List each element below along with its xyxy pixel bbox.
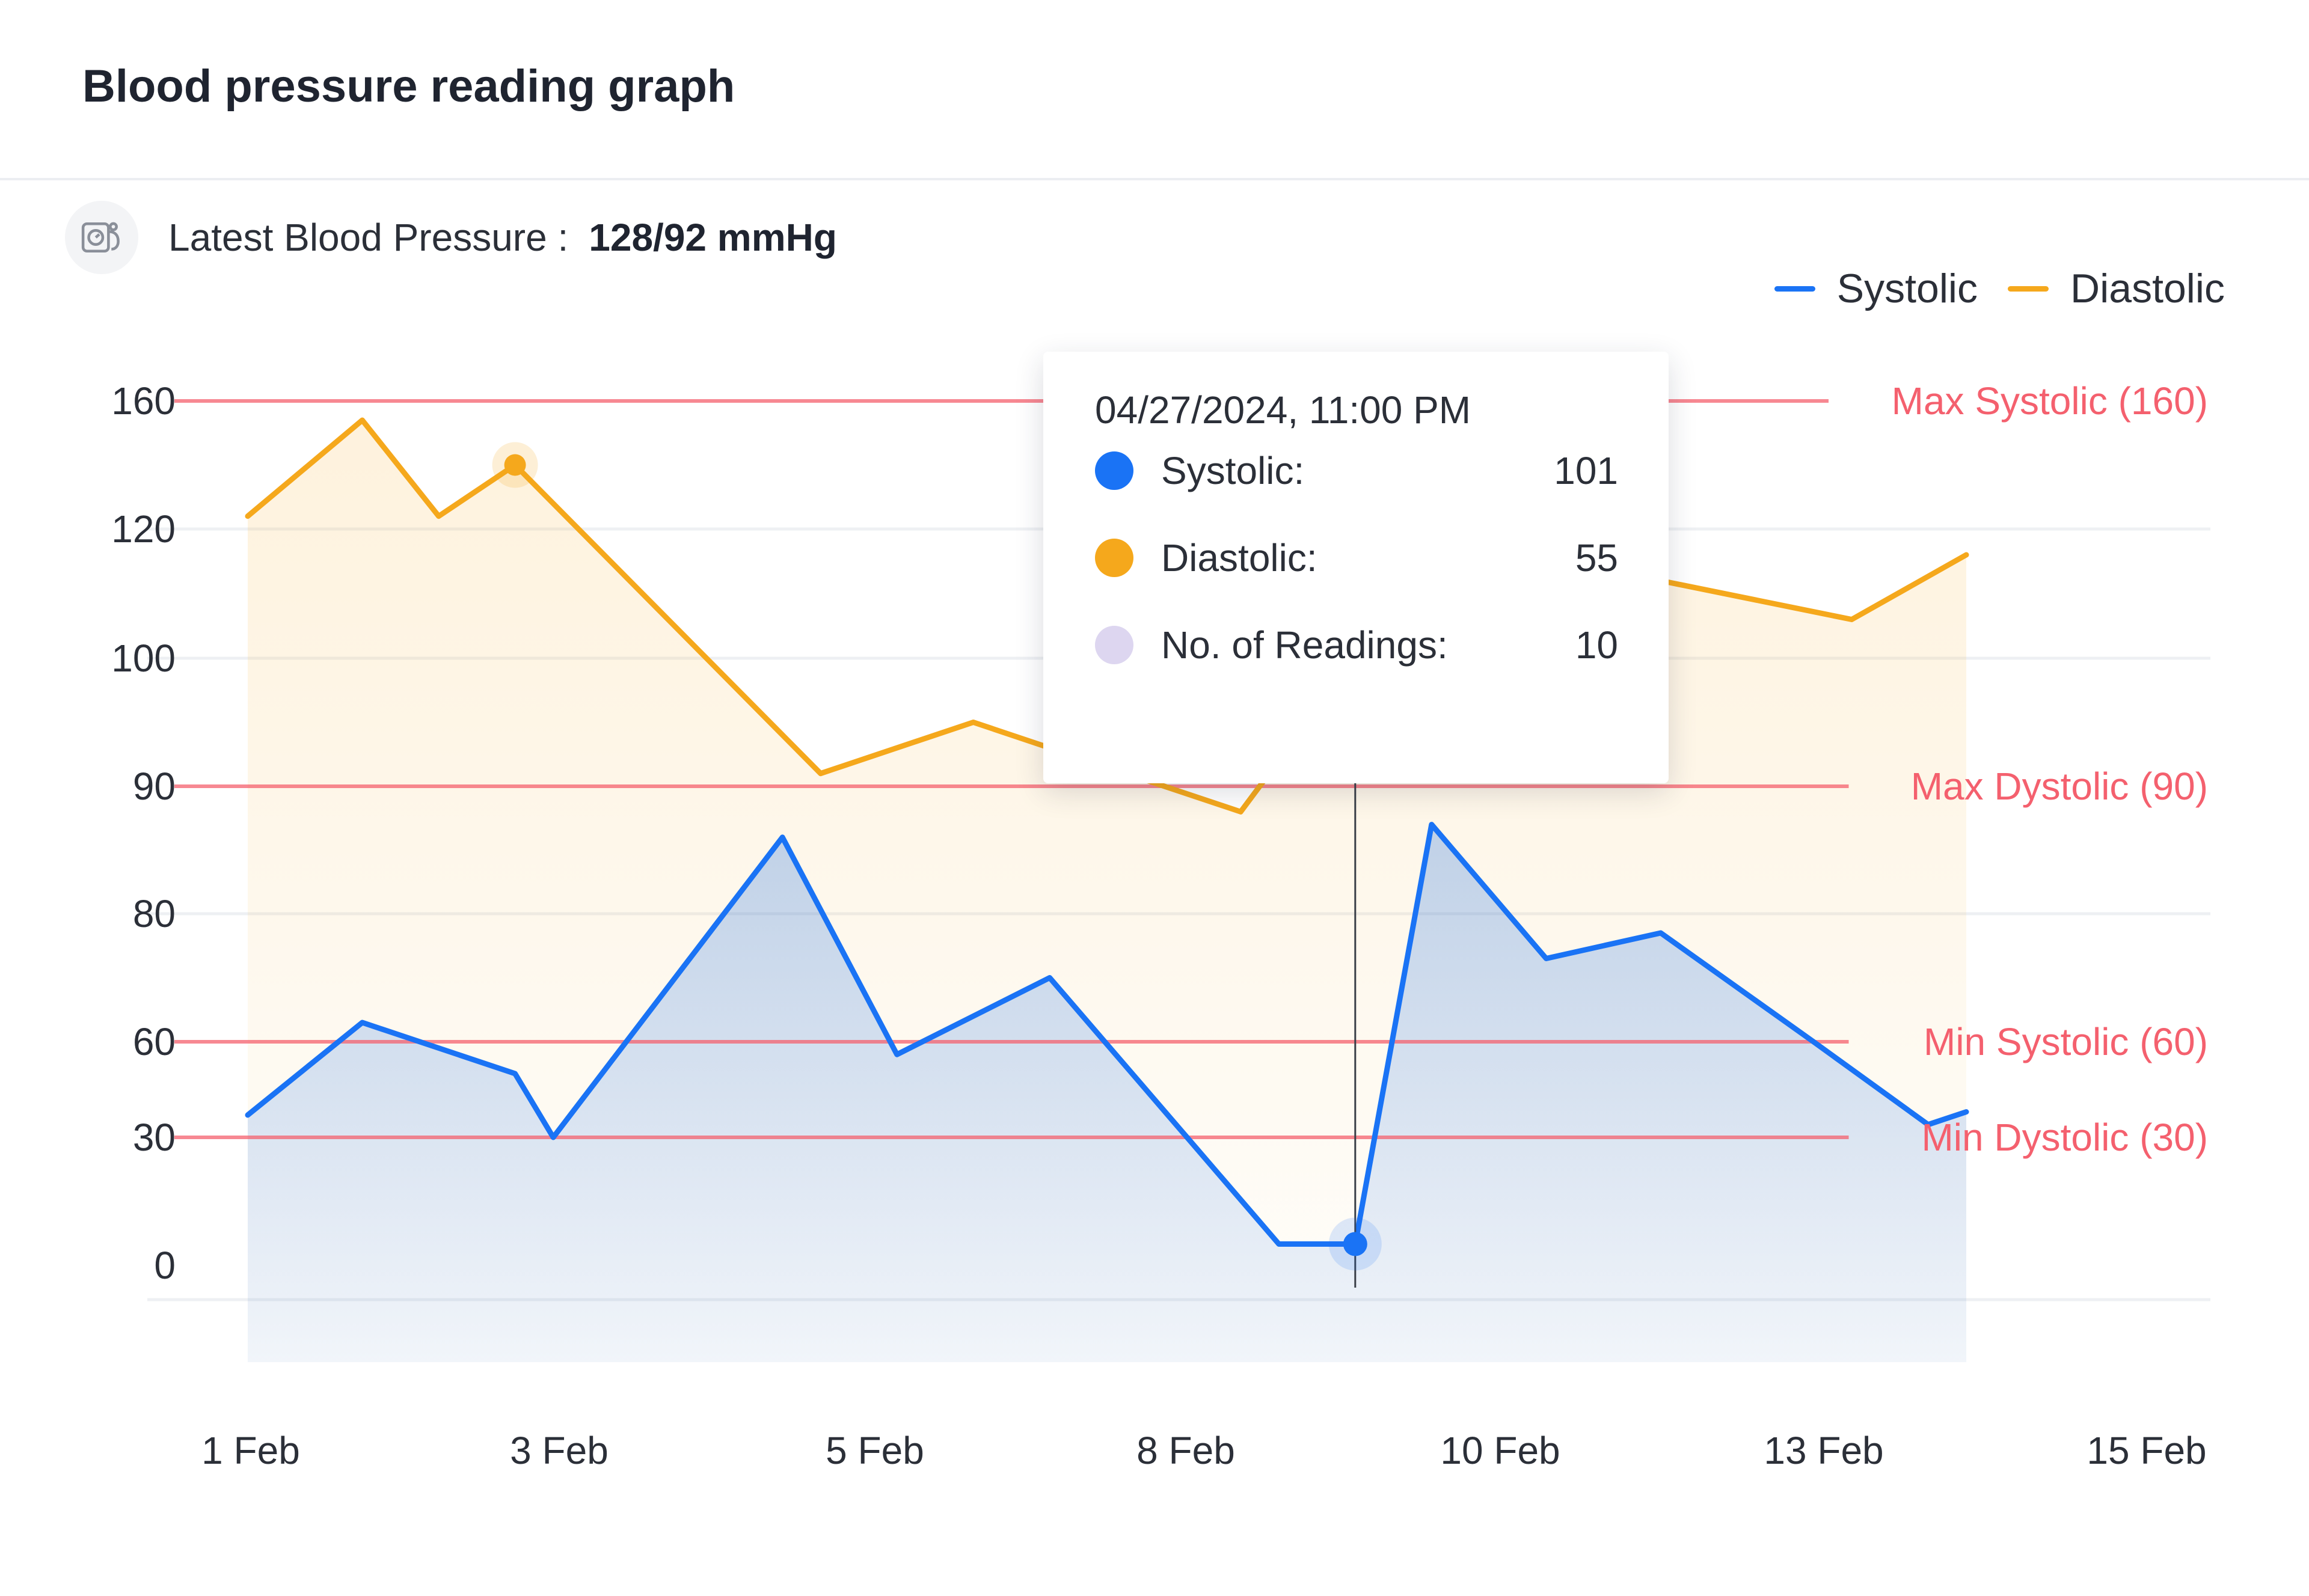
tooltip-value-diastolic: 55 <box>1575 536 1618 579</box>
tooltip-dot-systolic <box>1095 451 1133 490</box>
y-tick-label: 30 <box>133 1116 176 1159</box>
tooltip: 04/27/2024, 11:00 PM Systolic: 101 Diast… <box>1043 352 1669 783</box>
y-tick-label: 60 <box>133 1020 176 1063</box>
legend-item-systolic[interactable]: Systolic <box>1774 265 1978 312</box>
legend: Systolic Diastolic <box>1744 264 2225 313</box>
y-tick-label: 0 <box>154 1244 176 1287</box>
legend-swatch-systolic <box>1774 286 1815 292</box>
x-tick-label: 1 Feb <box>201 1429 300 1472</box>
x-tick-label: 13 Feb <box>1764 1429 1883 1472</box>
legend-label-diastolic: Diastolic <box>2070 266 2225 311</box>
y-tick-label: 160 <box>111 379 176 423</box>
tooltip-label-readings: No. of Readings: <box>1161 623 1448 667</box>
y-tick-label: 90 <box>133 765 176 808</box>
x-tick-label: 3 Feb <box>510 1429 609 1472</box>
reference-label-min-dystolic-30: Min Dystolic (30) <box>1921 1116 2208 1159</box>
reference-label-max-dystolic-90: Max Dystolic (90) <box>1911 765 2208 808</box>
tooltip-row-systolic: Systolic: 101 <box>1095 447 1618 495</box>
tooltip-row-diastolic: Diastolic: 55 <box>1095 534 1618 582</box>
x-tick-label: 8 Feb <box>1136 1429 1235 1472</box>
legend-swatch-diastolic <box>2008 286 2049 292</box>
tooltip-label-diastolic: Diastolic: <box>1161 536 1317 579</box>
latest-label: Latest Blood Pressure : <box>168 216 569 259</box>
diastolic-marker[interactable] <box>504 454 526 476</box>
reference-label-max-systolic-160: Max Systolic (160) <box>1892 379 2208 423</box>
reference-label-min-systolic-60: Min Systolic (60) <box>1924 1020 2208 1063</box>
header: Blood pressure reading graph <box>0 0 2309 180</box>
blood-pressure-monitor-icon <box>65 201 138 274</box>
tooltip-date: 04/27/2024, 11:00 PM <box>1095 388 1471 432</box>
series-line-systolic[interactable] <box>245 822 1969 1247</box>
y-tick-label: 120 <box>111 507 176 551</box>
page-title: Blood pressure reading graph <box>82 61 735 112</box>
latest-reading: Latest Blood Pressure : 128/92 mmHg <box>65 198 837 277</box>
y-tick-label: 100 <box>111 637 176 680</box>
legend-item-diastolic[interactable]: Diastolic <box>2008 265 2225 312</box>
tooltip-value-systolic: 101 <box>1554 449 1618 492</box>
tooltip-label-systolic: Systolic: <box>1161 449 1305 492</box>
tooltip-dot-readings <box>1095 626 1133 664</box>
x-tick-label: 15 Feb <box>2087 1429 2206 1472</box>
x-tick-label: 5 Feb <box>826 1429 924 1472</box>
y-tick-label: 80 <box>133 892 176 935</box>
latest-value: 128/92 mmHg <box>589 216 837 259</box>
legend-label-systolic: Systolic <box>1836 266 1978 311</box>
tooltip-value-readings: 10 <box>1575 623 1618 667</box>
highlight-point[interactable] <box>1343 1232 1367 1256</box>
x-tick-label: 10 Feb <box>1440 1429 1560 1472</box>
tooltip-row-readings: No. of Readings: 10 <box>1095 621 1618 669</box>
tooltip-dot-diastolic <box>1095 539 1133 577</box>
